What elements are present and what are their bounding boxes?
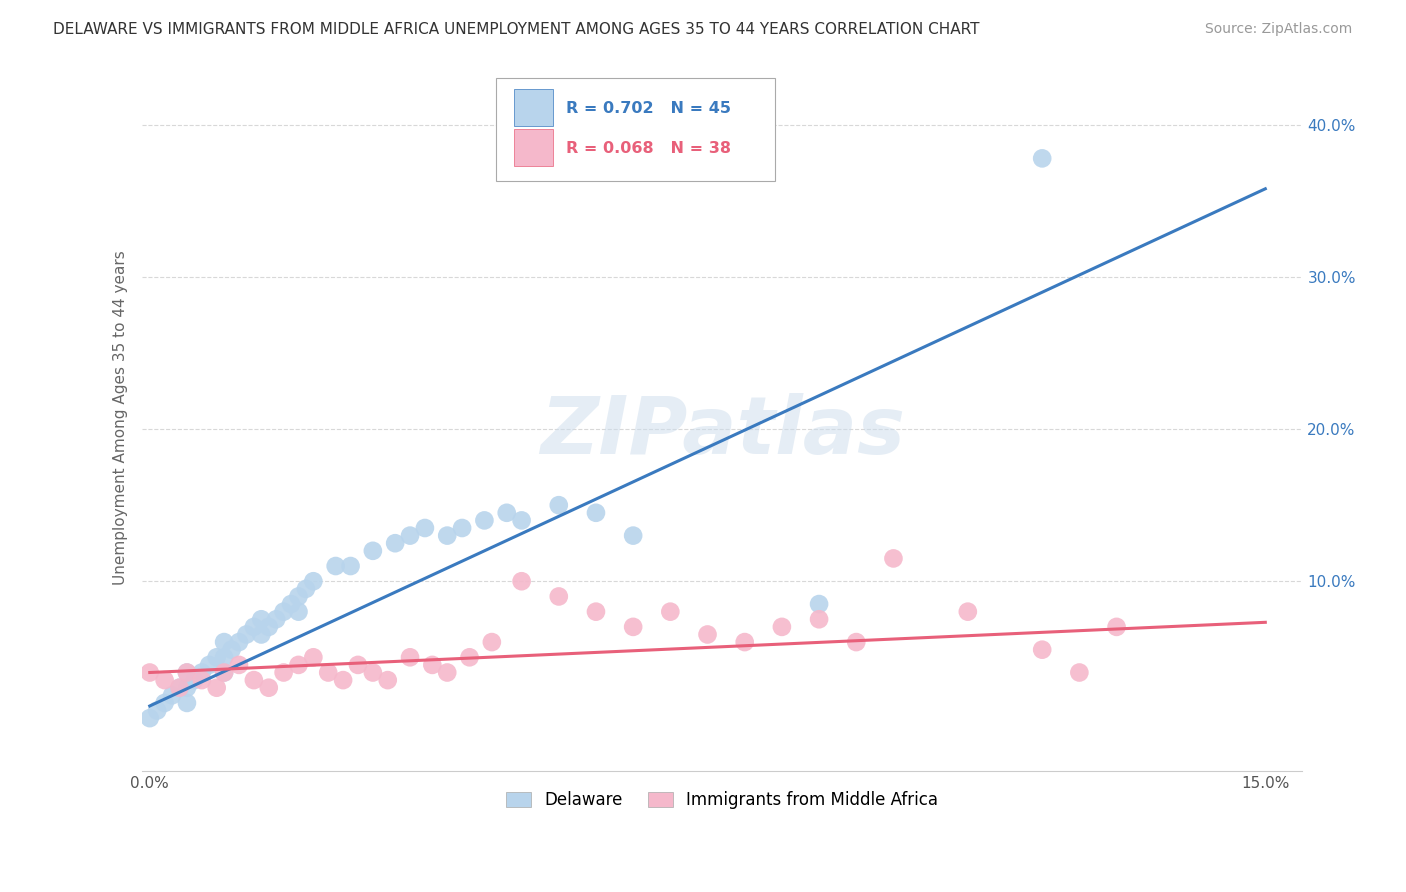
- Text: DELAWARE VS IMMIGRANTS FROM MIDDLE AFRICA UNEMPLOYMENT AMONG AGES 35 TO 44 YEARS: DELAWARE VS IMMIGRANTS FROM MIDDLE AFRIC…: [53, 22, 980, 37]
- Point: [495, 506, 517, 520]
- Point: [436, 528, 458, 542]
- Point: [176, 681, 198, 695]
- Point: [139, 711, 162, 725]
- Point: [361, 544, 384, 558]
- Point: [302, 650, 325, 665]
- Point: [176, 696, 198, 710]
- Point: [481, 635, 503, 649]
- Point: [221, 642, 243, 657]
- Point: [212, 665, 235, 680]
- Text: Source: ZipAtlas.com: Source: ZipAtlas.com: [1205, 22, 1353, 37]
- Point: [621, 620, 644, 634]
- Point: [257, 681, 280, 695]
- Point: [176, 665, 198, 680]
- Point: [264, 612, 287, 626]
- Point: [458, 650, 481, 665]
- Point: [808, 612, 831, 626]
- FancyBboxPatch shape: [496, 78, 775, 181]
- Point: [696, 627, 718, 641]
- Point: [250, 627, 273, 641]
- Point: [384, 536, 406, 550]
- Point: [235, 627, 257, 641]
- Point: [882, 551, 904, 566]
- Point: [146, 704, 169, 718]
- Point: [205, 681, 228, 695]
- Point: [422, 657, 444, 672]
- Point: [474, 513, 496, 527]
- Point: [176, 665, 198, 680]
- Text: ZIPatlas: ZIPatlas: [540, 392, 905, 471]
- Point: [212, 635, 235, 649]
- Point: [287, 590, 309, 604]
- Point: [325, 559, 347, 574]
- Point: [250, 612, 273, 626]
- Point: [510, 513, 533, 527]
- Point: [399, 650, 422, 665]
- Point: [845, 635, 868, 649]
- Point: [183, 673, 205, 687]
- Point: [547, 590, 569, 604]
- Point: [770, 620, 793, 634]
- Point: [585, 605, 607, 619]
- Point: [399, 528, 422, 542]
- Point: [205, 650, 228, 665]
- Point: [347, 657, 370, 672]
- Text: R = 0.702   N = 45: R = 0.702 N = 45: [565, 101, 731, 116]
- Point: [734, 635, 756, 649]
- Point: [243, 673, 266, 687]
- Point: [659, 605, 682, 619]
- Point: [273, 665, 295, 680]
- Point: [228, 635, 250, 649]
- Point: [153, 673, 176, 687]
- Point: [160, 689, 183, 703]
- Point: [191, 673, 214, 687]
- Point: [547, 498, 569, 512]
- Point: [153, 696, 176, 710]
- Point: [295, 582, 318, 596]
- Point: [169, 681, 191, 695]
- Point: [956, 605, 979, 619]
- Point: [377, 673, 399, 687]
- Point: [436, 665, 458, 680]
- Point: [139, 665, 162, 680]
- Point: [287, 657, 309, 672]
- Point: [212, 665, 235, 680]
- Point: [287, 605, 309, 619]
- FancyBboxPatch shape: [513, 89, 553, 126]
- Point: [1105, 620, 1128, 634]
- Point: [316, 665, 339, 680]
- Point: [585, 506, 607, 520]
- Point: [243, 620, 266, 634]
- Point: [169, 681, 191, 695]
- FancyBboxPatch shape: [513, 129, 553, 166]
- Point: [339, 559, 361, 574]
- Point: [302, 574, 325, 589]
- Point: [1031, 152, 1053, 166]
- Point: [257, 620, 280, 634]
- Y-axis label: Unemployment Among Ages 35 to 44 years: Unemployment Among Ages 35 to 44 years: [114, 251, 128, 585]
- Point: [273, 605, 295, 619]
- Point: [510, 574, 533, 589]
- Point: [413, 521, 436, 535]
- Point: [212, 650, 235, 665]
- Point: [228, 657, 250, 672]
- Point: [1069, 665, 1091, 680]
- Point: [808, 597, 831, 611]
- Point: [1031, 642, 1053, 657]
- Point: [621, 528, 644, 542]
- Legend: Delaware, Immigrants from Middle Africa: Delaware, Immigrants from Middle Africa: [499, 785, 945, 816]
- Point: [191, 665, 214, 680]
- Point: [332, 673, 354, 687]
- Point: [361, 665, 384, 680]
- Point: [451, 521, 474, 535]
- Point: [280, 597, 302, 611]
- Text: R = 0.068   N = 38: R = 0.068 N = 38: [565, 142, 731, 156]
- Point: [198, 657, 221, 672]
